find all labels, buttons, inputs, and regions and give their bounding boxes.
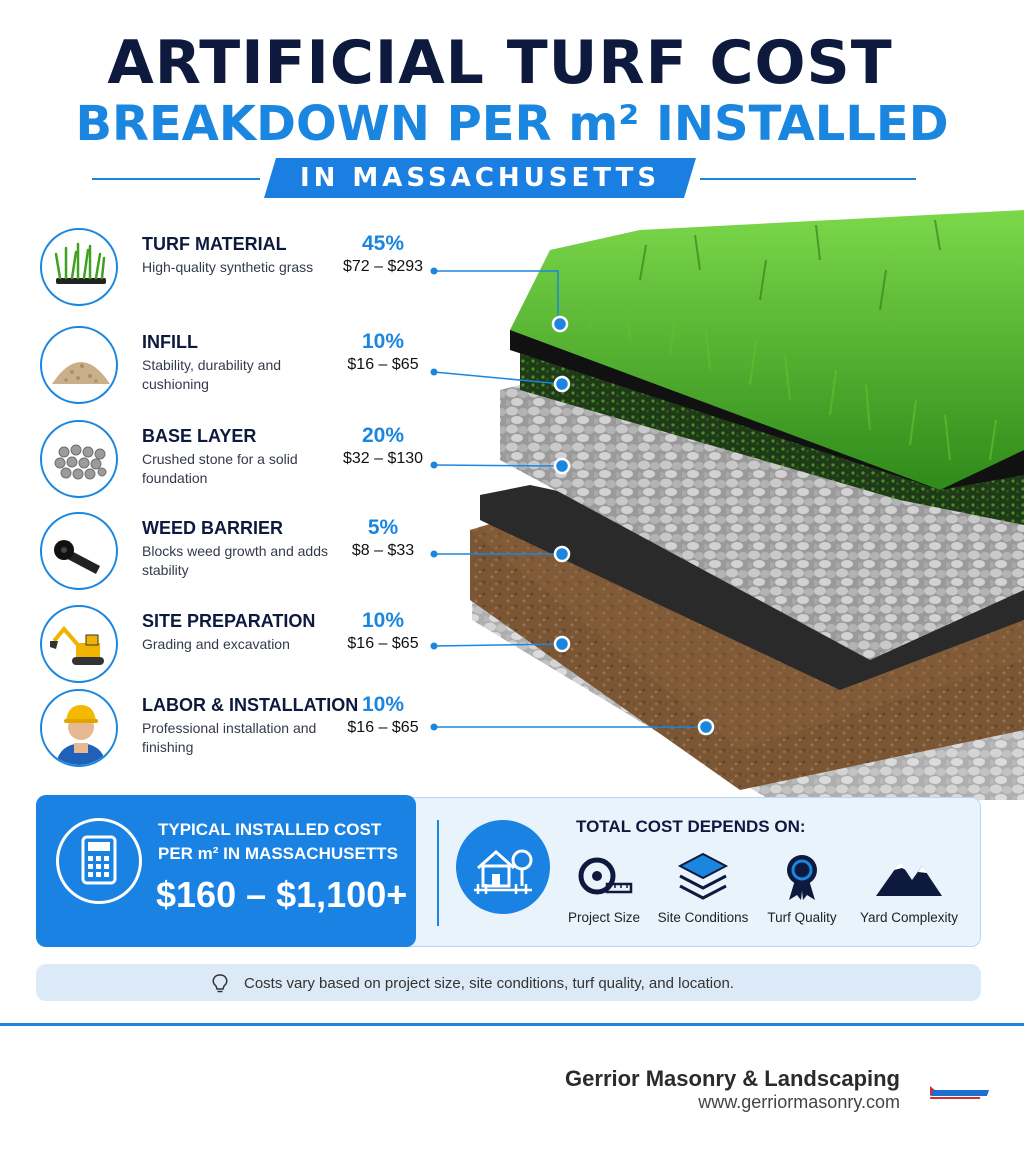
title-line-1: ARTIFICIAL TURF COST [107,28,893,98]
item-name: TURF MATERIAL [142,234,287,254]
item-desc: High-quality synthetic grass [142,259,314,275]
item-name: SITE PREPARATION [142,611,316,631]
item-desc: Professional installation and finishing [142,720,317,755]
fabric-roll-icon [40,512,118,590]
company-name: Gerrior Masonry & Landscaping [565,1066,900,1091]
turf-layers-illustration [470,210,1024,800]
cost-item-site-preparation: SITE PREPARATION Grading and excavation … [40,605,440,685]
excavator-icon [40,605,118,683]
footer-rule [0,1023,1024,1026]
item-name: BASE LAYER [142,426,257,446]
subtitle-banner: IN MASSACHUSETTS [264,158,696,198]
factor-site-conditions: Site Conditions [648,850,758,925]
cost-item-labor-installation: LABOR & INSTALLATION Professional instal… [40,689,440,769]
grass-icon [40,228,118,306]
award-ribbon-icon [787,855,817,900]
note-text: Costs vary based on project size, site c… [244,975,734,992]
tape-measure-icon [578,857,633,895]
item-range: $72 – $293 [342,258,424,275]
item-desc: Blocks weed growth and adds stability [142,543,328,578]
item-desc: Grading and excavation [142,636,290,652]
item-percent: 10% [361,330,405,353]
cost-item-weed-barrier: WEED BARRIER Blocks weed growth and adds… [40,512,440,592]
factor-turf-quality: Turf Quality [747,850,857,925]
factor-project-size: Project Size [549,850,659,925]
worker-icon [40,689,118,767]
item-range: $16 – $65 [347,356,419,373]
lightbulb-icon [212,974,228,993]
calculator-icon [56,818,142,904]
item-range: $16 – $65 [347,719,419,736]
item-desc: Crushed stone for a solid foundation [142,451,298,486]
item-range: $8 – $33 [351,542,415,559]
item-percent: 45% [361,232,405,255]
factor-label: Turf Quality [767,910,837,925]
sand-pile-icon [40,326,118,404]
title-line-2: BREAKDOWN PER m² INSTALLED [75,96,949,152]
item-range: $32 – $130 [342,450,424,467]
typical-cost-label: TYPICAL INSTALLED COST PER m² IN MASSACH… [158,820,398,863]
summary-divider [437,820,439,926]
item-percent: 5% [367,516,399,539]
gravel-icon [40,420,118,498]
item-percent: 20% [361,424,405,447]
item-range: $16 – $65 [347,635,419,652]
factor-yard-complexity: Yard Complexity [854,850,964,925]
subtitle-rule-right [700,178,916,180]
typical-cost-value: $160 – $1,100+ [156,874,408,915]
item-percent: 10% [361,609,405,632]
depends-title: TOTAL COST DEPENDS ON: [576,817,806,836]
house-icon [456,820,550,914]
subtitle-rule-left [92,178,260,180]
mountains-icon [876,862,942,896]
item-name: INFILL [142,332,198,352]
item-name: LABOR & INSTALLATION [142,695,359,715]
factor-label: Site Conditions [657,910,749,925]
item-name: WEED BARRIER [142,518,284,538]
item-percent: 10% [361,693,405,716]
cost-item-base-layer: BASE LAYER Crushed stone for a solid fou… [40,420,440,500]
factor-label: Yard Complexity [859,910,959,925]
cost-item-infill: INFILL Stability, durability and cushion… [40,326,440,406]
company-logo-icon [929,1086,990,1099]
cost-item-turf-material: TURF MATERIAL High-quality synthetic gra… [40,228,440,308]
note-bar [36,964,981,1001]
layers-icon [677,852,729,900]
item-desc: Stability, durability and cushioning [142,357,282,392]
company-website[interactable]: www.gerriormasonry.com [698,1092,900,1112]
factor-label: Project Size [567,910,641,925]
